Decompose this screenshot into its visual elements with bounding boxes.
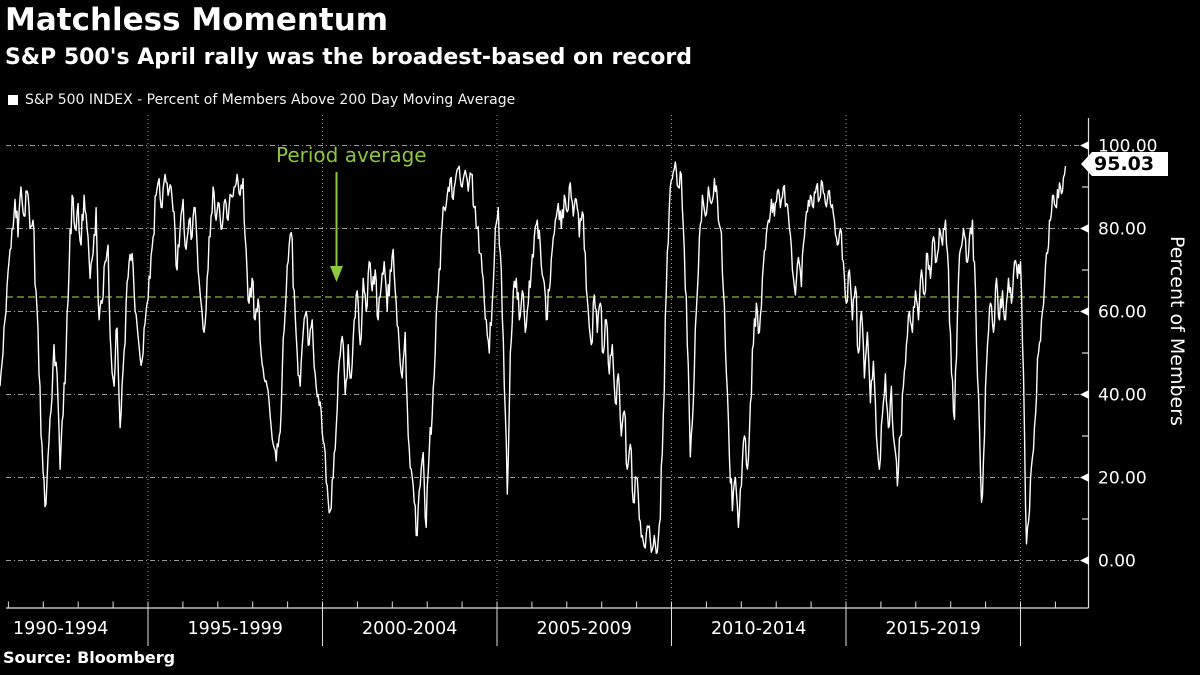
y-tick-label: 60.00 xyxy=(1098,303,1147,323)
y-major-tick-arrow xyxy=(1080,473,1089,482)
y-major-tick-arrow xyxy=(1080,307,1089,316)
x-group-label: 2005-2009 xyxy=(537,619,632,639)
page-title: Matchless Momentum xyxy=(5,2,389,38)
x-group-label: 2015-2019 xyxy=(886,619,981,639)
y-tick-label: 20.00 xyxy=(1098,469,1147,489)
legend: S&P 500 INDEX - Percent of Members Above… xyxy=(8,92,515,108)
y-tick-label: 0.00 xyxy=(1098,552,1136,572)
arrow-down-icon xyxy=(330,266,343,282)
y-tick-label: 40.00 xyxy=(1098,386,1147,406)
x-group-label: 1995-1999 xyxy=(188,619,283,639)
x-group-label: 2010-2014 xyxy=(711,619,806,639)
y-major-tick-arrow xyxy=(1080,556,1089,565)
last-value-text: 95.03 xyxy=(1092,152,1169,176)
page-subtitle: S&P 500's April rally was the broadest-b… xyxy=(5,45,692,70)
last-value-tag: 95.03 xyxy=(1081,152,1169,176)
series-line xyxy=(0,161,1067,555)
y-major-tick-arrow xyxy=(1080,224,1089,233)
y-tick-label: 80.00 xyxy=(1098,220,1147,240)
legend-label: S&P 500 INDEX - Percent of Members Above… xyxy=(25,92,516,108)
y-axis-title: Percent of Members xyxy=(1166,236,1188,426)
period-average-annotation: Period average xyxy=(276,143,427,167)
x-group-label: 2000-2004 xyxy=(362,619,457,639)
y-major-tick-arrow xyxy=(1080,141,1089,150)
source-text: Source: Bloomberg xyxy=(3,648,176,667)
left-arrow-icon xyxy=(1081,152,1092,176)
x-group-label: 1990-1994 xyxy=(13,619,108,639)
legend-square-icon xyxy=(8,95,18,105)
y-major-tick-arrow xyxy=(1080,390,1089,399)
y-tick-label: 100.00 xyxy=(1098,137,1157,157)
